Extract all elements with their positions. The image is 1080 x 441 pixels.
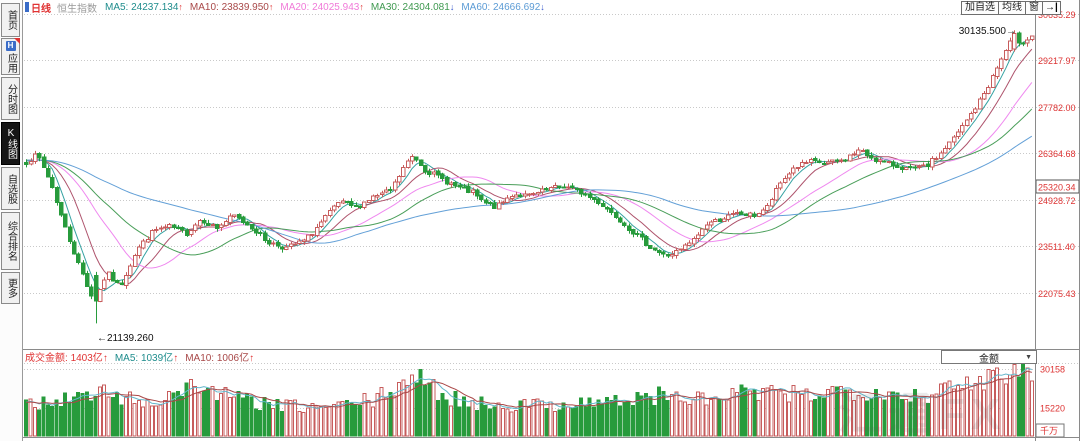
sidebar-item-apps[interactable]: H 应用	[1, 38, 20, 75]
jump-to-latest-icon[interactable]: →|	[1042, 1, 1061, 15]
sidebar-item-label: 分时图	[5, 83, 17, 114]
sidebar-item-label: 首页	[5, 10, 17, 30]
svg-text:千万: 千万	[1040, 426, 1058, 436]
ma-settings-button[interactable]: 均线	[998, 1, 1026, 15]
turnover-value: 成交金额: 1403亿↑	[25, 353, 108, 364]
sidebar-item-home[interactable]: 首页	[1, 3, 20, 37]
chevron-down-icon: ▼	[1025, 353, 1032, 361]
ma10-legend: MA10: 23839.950↑	[189, 1, 274, 13]
chart-header-legend: 日线 恒生指数 MA5: 24237.134↑ MA10: 23839.950↑…	[25, 1, 552, 15]
add-watchlist-button[interactable]: 加自选	[961, 1, 999, 15]
app-h-icon: H	[5, 40, 16, 51]
left-sidebar: 首页 H 应用 分时图 K线图 自选股 综合排名 更多	[0, 0, 23, 441]
ma60-legend: MA60: 24666.692↓	[461, 1, 545, 13]
svg-text:23511.40: 23511.40	[1038, 242, 1075, 252]
indicator-selector-dropdown[interactable]: 金额 ▼	[941, 350, 1037, 365]
svg-text:15220: 15220	[1040, 404, 1065, 414]
sidebar-item-intraday[interactable]: 分时图	[1, 77, 20, 120]
sidebar-item-label: 应用	[5, 52, 17, 73]
svg-text:30135.500→: 30135.500→	[959, 26, 1016, 37]
svg-text:30635.29: 30635.29	[1038, 10, 1076, 20]
indicator-selector-label: 金额	[979, 353, 999, 365]
svg-text:22075.43: 22075.43	[1038, 289, 1076, 299]
sidebar-item-kline[interactable]: K线图	[1, 122, 20, 165]
svg-text:24928.72: 24928.72	[1038, 196, 1076, 206]
sidebar-item-label: 更多	[5, 278, 17, 298]
sidebar-item-watchlist[interactable]: 自选股	[1, 167, 20, 210]
ma20-legend: MA20: 24025.943↑	[280, 1, 364, 13]
sidebar-item-rankings[interactable]: 综合排名	[1, 212, 20, 270]
sidebar-item-label: 自选股	[5, 173, 17, 204]
ma30-legend: MA30: 24304.081↓	[370, 1, 455, 13]
new-badge-icon	[14, 38, 20, 44]
sidebar-item-label: 综合排名	[5, 221, 17, 261]
volume-ma10-legend: MA10: 1006亿↑	[185, 353, 255, 364]
svg-text:←21139.260: ←21139.260	[97, 333, 154, 344]
period-label: 日线	[31, 3, 51, 15]
volume-ma5-legend: MA5: 1039亿↑	[114, 353, 179, 364]
volume-header-legend: 成交金额: 1403亿↑ MA5: 1039亿↑ MA10: 1006亿↑	[25, 351, 261, 364]
svg-text:26364.68: 26364.68	[1038, 149, 1076, 159]
svg-text:25320.34: 25320.34	[1038, 183, 1076, 193]
sidebar-item-label: K线图	[5, 128, 17, 159]
chart-toolbar: 加自选 均线 窗 →|	[961, 1, 1061, 15]
svg-text:27782.00: 27782.00	[1038, 103, 1076, 113]
ma5-legend: MA5: 24237.134↑	[105, 1, 183, 13]
svg-text:29217.97: 29217.97	[1038, 56, 1076, 66]
sidebar-item-more[interactable]: 更多	[1, 272, 20, 304]
symbol-name: 恒生指数	[57, 3, 97, 15]
svg-text:30158: 30158	[1040, 365, 1065, 375]
window-button[interactable]: 窗	[1025, 1, 1043, 15]
period-marker-icon	[25, 2, 29, 12]
